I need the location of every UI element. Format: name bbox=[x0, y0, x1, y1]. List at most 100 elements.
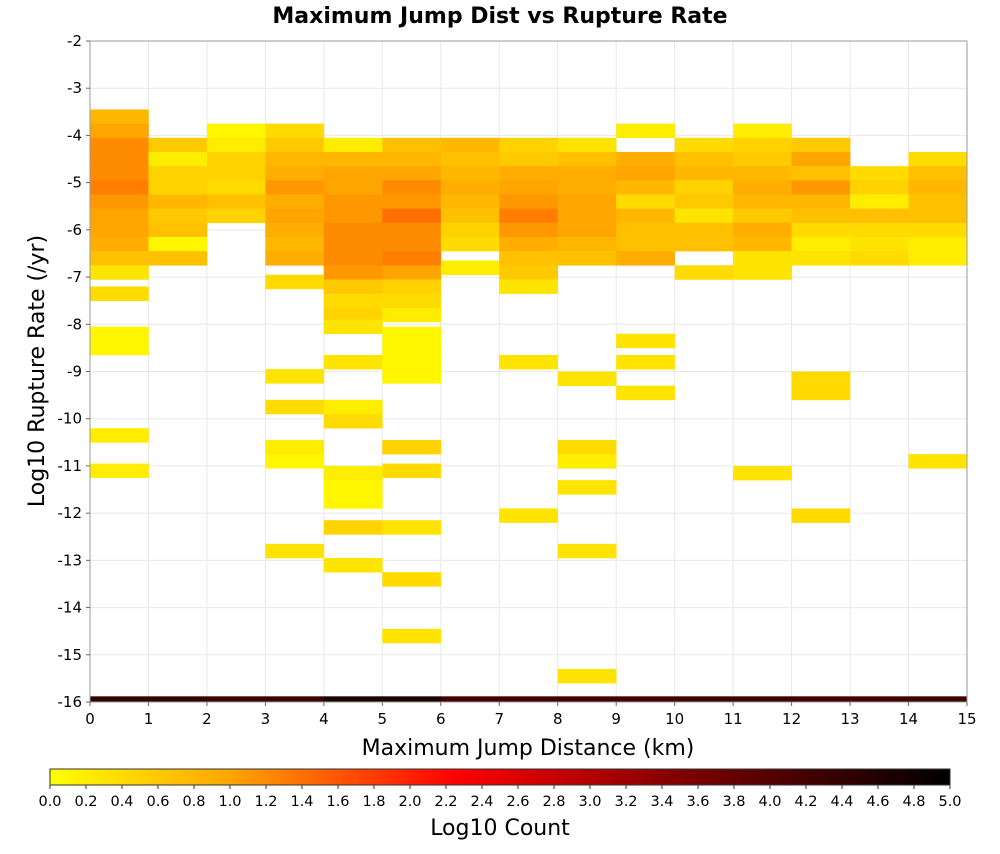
heatmap-cell bbox=[206, 137, 266, 153]
heatmap-cell bbox=[499, 508, 559, 523]
heatmap-cell-bottom-row bbox=[382, 696, 442, 702]
x-tick-label: 2 bbox=[202, 710, 212, 728]
heatmap-cell bbox=[557, 180, 617, 195]
y-tick-label: -10 bbox=[58, 410, 83, 428]
heatmap-cell bbox=[733, 166, 792, 181]
colorbar-tick-label: 2.6 bbox=[506, 794, 529, 810]
heatmap-cell bbox=[323, 137, 383, 153]
heatmap-cell bbox=[616, 194, 675, 209]
heatmap-cell bbox=[90, 123, 149, 139]
heatmap-cell bbox=[382, 463, 442, 479]
heatmap-cell bbox=[733, 208, 792, 224]
heatmap-cell bbox=[791, 208, 851, 224]
heatmap-cell bbox=[791, 236, 851, 252]
heatmap-cell bbox=[323, 222, 383, 238]
heatmap-cell bbox=[265, 123, 325, 139]
heatmap-cell bbox=[616, 236, 675, 252]
heatmap-cell bbox=[382, 520, 442, 535]
heatmap-cell bbox=[440, 151, 500, 167]
heatmap-cell-bottom-row bbox=[674, 696, 734, 702]
heatmap-cell bbox=[206, 166, 266, 181]
heatmap-cell bbox=[90, 251, 149, 266]
heatmap-cell bbox=[908, 180, 968, 195]
heatmap-cell bbox=[499, 208, 559, 224]
heatmap-cell bbox=[323, 520, 383, 535]
heatmap-cell bbox=[148, 236, 208, 252]
heatmap-cell bbox=[382, 307, 442, 323]
heatmap-cell bbox=[791, 137, 851, 153]
y-tick-label: -15 bbox=[58, 646, 83, 664]
heatmap-cell bbox=[791, 151, 851, 167]
heatmap-cell bbox=[557, 194, 617, 209]
heatmap-cell bbox=[908, 251, 968, 266]
heatmap-cell-bottom-row bbox=[206, 696, 266, 702]
heatmap-cell bbox=[557, 480, 617, 495]
colorbar-tick-label: 4.8 bbox=[902, 794, 925, 810]
heatmap-cell bbox=[265, 251, 325, 266]
heatmap-cell bbox=[850, 236, 909, 252]
colorbar-tick-label: 2.0 bbox=[398, 794, 421, 810]
y-tick-label: -11 bbox=[58, 457, 83, 475]
heatmap-cell bbox=[206, 151, 266, 167]
heatmap-cell bbox=[148, 151, 208, 167]
y-axis-ticks: -16 -15 -14 -13 -12 -11 -10 -9 -8 -7 -6 -5 -4 -3 -2 bbox=[58, 32, 90, 711]
heatmap-cell bbox=[382, 293, 442, 309]
heatmap-cell bbox=[557, 668, 617, 684]
heatmap-cell bbox=[382, 166, 442, 181]
heatmap-cell bbox=[616, 166, 675, 181]
heatmap-cell bbox=[265, 439, 325, 455]
x-tick-label: 3 bbox=[261, 710, 271, 728]
heatmap-cell bbox=[382, 354, 442, 370]
heatmap-cell bbox=[850, 208, 909, 224]
heatmap-cell bbox=[323, 279, 383, 294]
colorbar-tick-label: 3.0 bbox=[578, 794, 601, 810]
heatmap-cell bbox=[440, 180, 500, 195]
heatmap-cell bbox=[908, 236, 968, 252]
heatmap-cell bbox=[206, 208, 266, 224]
x-tick-label: 10 bbox=[665, 710, 684, 728]
heatmap-cell bbox=[674, 180, 734, 195]
heatmap-cell bbox=[499, 166, 559, 181]
x-tick-label: 8 bbox=[553, 710, 563, 728]
heatmap-cell bbox=[674, 236, 734, 252]
heatmap-cell bbox=[733, 222, 792, 238]
heatmap-cell bbox=[674, 137, 734, 153]
heatmap-cell bbox=[557, 439, 617, 455]
heatmap-cell bbox=[499, 194, 559, 209]
heatmap-cell bbox=[791, 371, 851, 386]
colorbar-tick-label: 1.4 bbox=[290, 794, 313, 810]
heatmap-cell bbox=[733, 123, 792, 139]
heatmap-cell bbox=[850, 251, 909, 266]
heatmap-cell bbox=[674, 166, 734, 181]
heatmap-cell bbox=[382, 236, 442, 252]
heatmap-cell bbox=[850, 222, 909, 238]
heatmap-cell bbox=[733, 137, 792, 153]
colorbar-ticks: 0.0 0.2 0.4 0.6 0.8 1.0 1.2 1.4 1.6 1.8 2.0 2.2 2.4 2… bbox=[38, 785, 962, 810]
heatmap-cell bbox=[265, 236, 325, 252]
heatmap-cell bbox=[265, 454, 325, 469]
colorbar-tick-label: 4.4 bbox=[830, 794, 853, 810]
x-tick-label: 11 bbox=[724, 710, 743, 728]
y-axis-label: Log10 Rupture Rate (/yr) bbox=[25, 235, 50, 507]
colorbar-tick-label: 3.8 bbox=[722, 794, 745, 810]
heatmap-cell bbox=[323, 557, 383, 573]
y-tick-label: -7 bbox=[67, 268, 82, 286]
heatmap-cell bbox=[90, 222, 149, 238]
heatmap-cell bbox=[90, 463, 149, 479]
colorbar-tick-label: 3.6 bbox=[686, 794, 709, 810]
heatmap-cell bbox=[90, 340, 149, 356]
heatmap-cell bbox=[90, 236, 149, 252]
heatmap-cell bbox=[323, 465, 383, 481]
y-tick-label: -14 bbox=[58, 599, 83, 617]
heatmap-cell bbox=[382, 208, 442, 224]
heatmap-cell bbox=[791, 508, 851, 523]
heatmap-cell bbox=[148, 222, 208, 238]
heatmap-cell bbox=[616, 354, 675, 370]
colorbar-tick-label: 0.6 bbox=[146, 794, 169, 810]
y-tick-label: -12 bbox=[58, 504, 83, 522]
y-tick-label: -6 bbox=[67, 221, 82, 239]
heatmap-cell-bottom-row bbox=[850, 696, 909, 702]
x-tick-label: 4 bbox=[319, 710, 329, 728]
heatmap-cell bbox=[557, 371, 617, 386]
